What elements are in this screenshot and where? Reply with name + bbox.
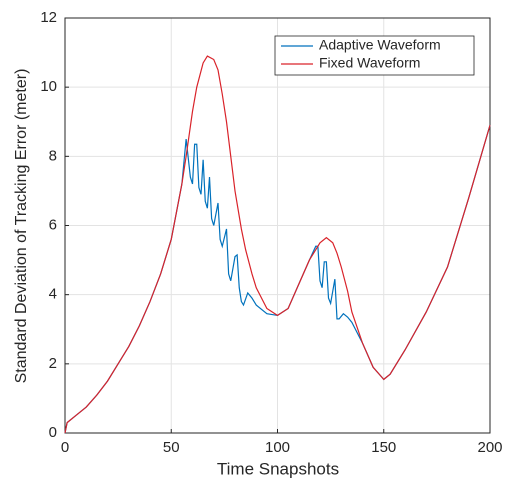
legend-box [274, 35, 475, 76]
y-tick-label: 10 [40, 78, 57, 95]
legend-label: Adaptive Waveform [319, 37, 441, 53]
y-tick-label: 0 [49, 424, 57, 441]
x-tick-label: 0 [61, 439, 69, 456]
y-tick-label: 12 [40, 9, 57, 26]
axes-box [64, 17, 491, 434]
y-tick-label: 4 [49, 286, 57, 303]
legend-label: Fixed Waveform [319, 55, 420, 71]
y-tick-label: 6 [49, 216, 57, 233]
x-tick-label: 150 [371, 439, 396, 456]
x-axis-label: Time Snapshots [217, 459, 339, 478]
x-tick-label: 100 [265, 439, 290, 456]
y-axis-label: Standard Deviation of Tracking Error (me… [13, 69, 30, 384]
y-tick-label: 2 [49, 355, 57, 372]
x-tick-label: 50 [163, 439, 180, 456]
x-tick-label: 200 [477, 439, 502, 456]
series-line [64, 55, 491, 434]
y-tick-label: 8 [49, 147, 57, 164]
